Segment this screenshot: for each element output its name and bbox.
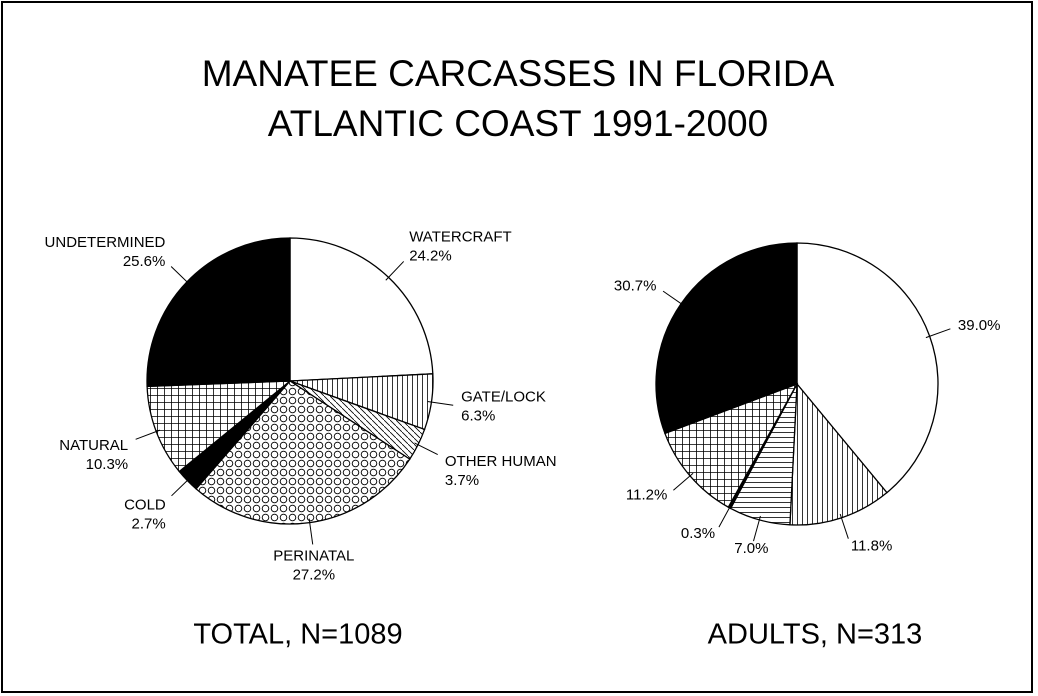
slice-value-label: 6.3% xyxy=(461,407,495,424)
slice-value-label: 30.7% xyxy=(614,278,657,295)
title-line: MANATEE CARCASSES IN FLORIDA xyxy=(202,53,835,94)
slice-value-label: 11.8% xyxy=(851,537,892,554)
chart-caption: TOTAL, N=1089 xyxy=(193,619,402,651)
leader-line xyxy=(170,266,191,285)
leader-line xyxy=(753,515,761,542)
leader-line xyxy=(385,261,405,281)
slice-label: GATE/LOCK xyxy=(461,388,546,405)
leader-line xyxy=(662,290,685,307)
slice-label: COLD xyxy=(124,496,166,513)
slice-label: NATURAL xyxy=(59,437,128,454)
chart-caption: ADULTS, N=313 xyxy=(708,619,923,651)
leader-line xyxy=(718,504,732,528)
leader-line xyxy=(171,477,191,497)
slice-value-label: 27.2% xyxy=(293,566,336,583)
slice-value-label: 10.3% xyxy=(86,456,129,473)
title-line: ATLANTIC COAST 1991-2000 xyxy=(268,103,768,144)
slice-value-label: 7.0% xyxy=(734,540,768,557)
leader-line xyxy=(135,429,161,440)
slice-value-label: 39.0% xyxy=(958,317,1001,334)
slice-value-label: 3.7% xyxy=(445,472,479,489)
slice-value-label: 11.2% xyxy=(626,486,667,503)
slice-label: OTHER HUMAN xyxy=(445,453,557,470)
slice-value-label: 0.3% xyxy=(681,525,715,542)
slice-value-label: 25.6% xyxy=(123,253,166,270)
pie-slice xyxy=(146,237,291,388)
leader-line xyxy=(673,472,694,491)
leader-line xyxy=(427,400,454,406)
leader-line xyxy=(414,442,438,455)
leader-line xyxy=(839,513,849,539)
slice-value-label: 2.7% xyxy=(132,515,166,532)
leader-line xyxy=(925,328,951,339)
leader-line xyxy=(308,518,314,545)
slice-label: UNDETERMINED xyxy=(45,234,166,251)
slice-label: PERINATAL xyxy=(273,547,354,564)
slice-label: WATERCRAFT xyxy=(409,229,512,246)
slice-value-label: 24.2% xyxy=(409,248,452,265)
